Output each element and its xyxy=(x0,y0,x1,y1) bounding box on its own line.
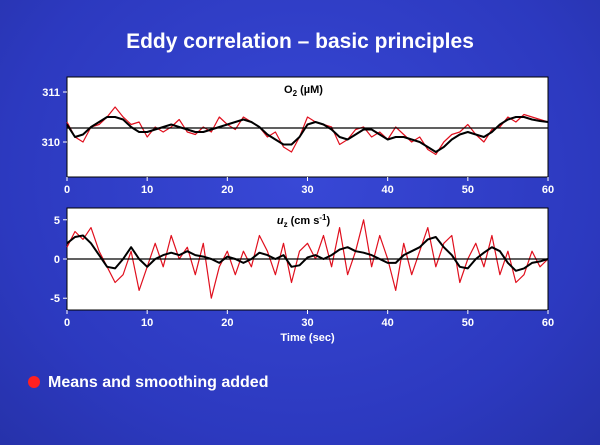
x-tick-label: 40 xyxy=(382,184,394,196)
o2-chart: 310 311 0 10 20 30 40 50 60 O2 (µM) xyxy=(42,76,554,196)
y-tick-label: 0 xyxy=(54,254,60,266)
bullet-dot-icon xyxy=(28,376,40,388)
bullet-text: Means and smoothing added xyxy=(48,374,269,391)
x-tick-label: 60 xyxy=(542,184,554,196)
x-tick-label: 50 xyxy=(462,184,474,196)
x-tick-label: 30 xyxy=(301,317,313,329)
raw-signal-line xyxy=(66,106,549,156)
y-tick-label: 311 xyxy=(42,87,60,99)
slide-title: Eddy correlation – basic principles xyxy=(126,30,474,53)
x-tick-label: 60 xyxy=(542,317,554,329)
panel-label-subscript: z xyxy=(284,220,288,229)
y-tick-label: 5 xyxy=(54,215,60,227)
x-tick-label: 50 xyxy=(462,317,474,329)
x-tick-label: 20 xyxy=(221,317,233,329)
y-tick-label: 310 xyxy=(42,137,60,149)
x-tick-label: 30 xyxy=(301,184,313,196)
panel-label: uz (cm s-1) xyxy=(277,213,331,229)
smoothed-signal-line xyxy=(66,234,549,272)
panel-label-base: O xyxy=(284,84,293,96)
panel-label-subscript: 2 xyxy=(293,89,298,98)
x-tick-label: 0 xyxy=(64,317,70,329)
x-tick-label: 20 xyxy=(221,184,233,196)
panel-label-base: u xyxy=(277,215,284,227)
panel-label: O2 (µM) xyxy=(284,84,323,98)
panel-label-close: ) xyxy=(326,215,330,227)
x-axis-title: Time (sec) xyxy=(280,332,335,344)
smoothed-signal-line xyxy=(66,116,549,153)
y-tick-label: -5 xyxy=(50,293,60,305)
panel-label-superscript: -1 xyxy=(319,213,327,222)
plot-frame xyxy=(66,76,549,178)
x-tick-label: 10 xyxy=(141,317,153,329)
x-tick-label: 0 xyxy=(64,184,70,196)
panel-label-unit: (cm s xyxy=(288,215,320,227)
x-tick-label: 40 xyxy=(382,317,394,329)
panel-label-unit: (µM) xyxy=(297,84,323,96)
bullet-item: Means and smoothing added xyxy=(28,374,268,392)
x-tick-label: 10 xyxy=(141,184,153,196)
